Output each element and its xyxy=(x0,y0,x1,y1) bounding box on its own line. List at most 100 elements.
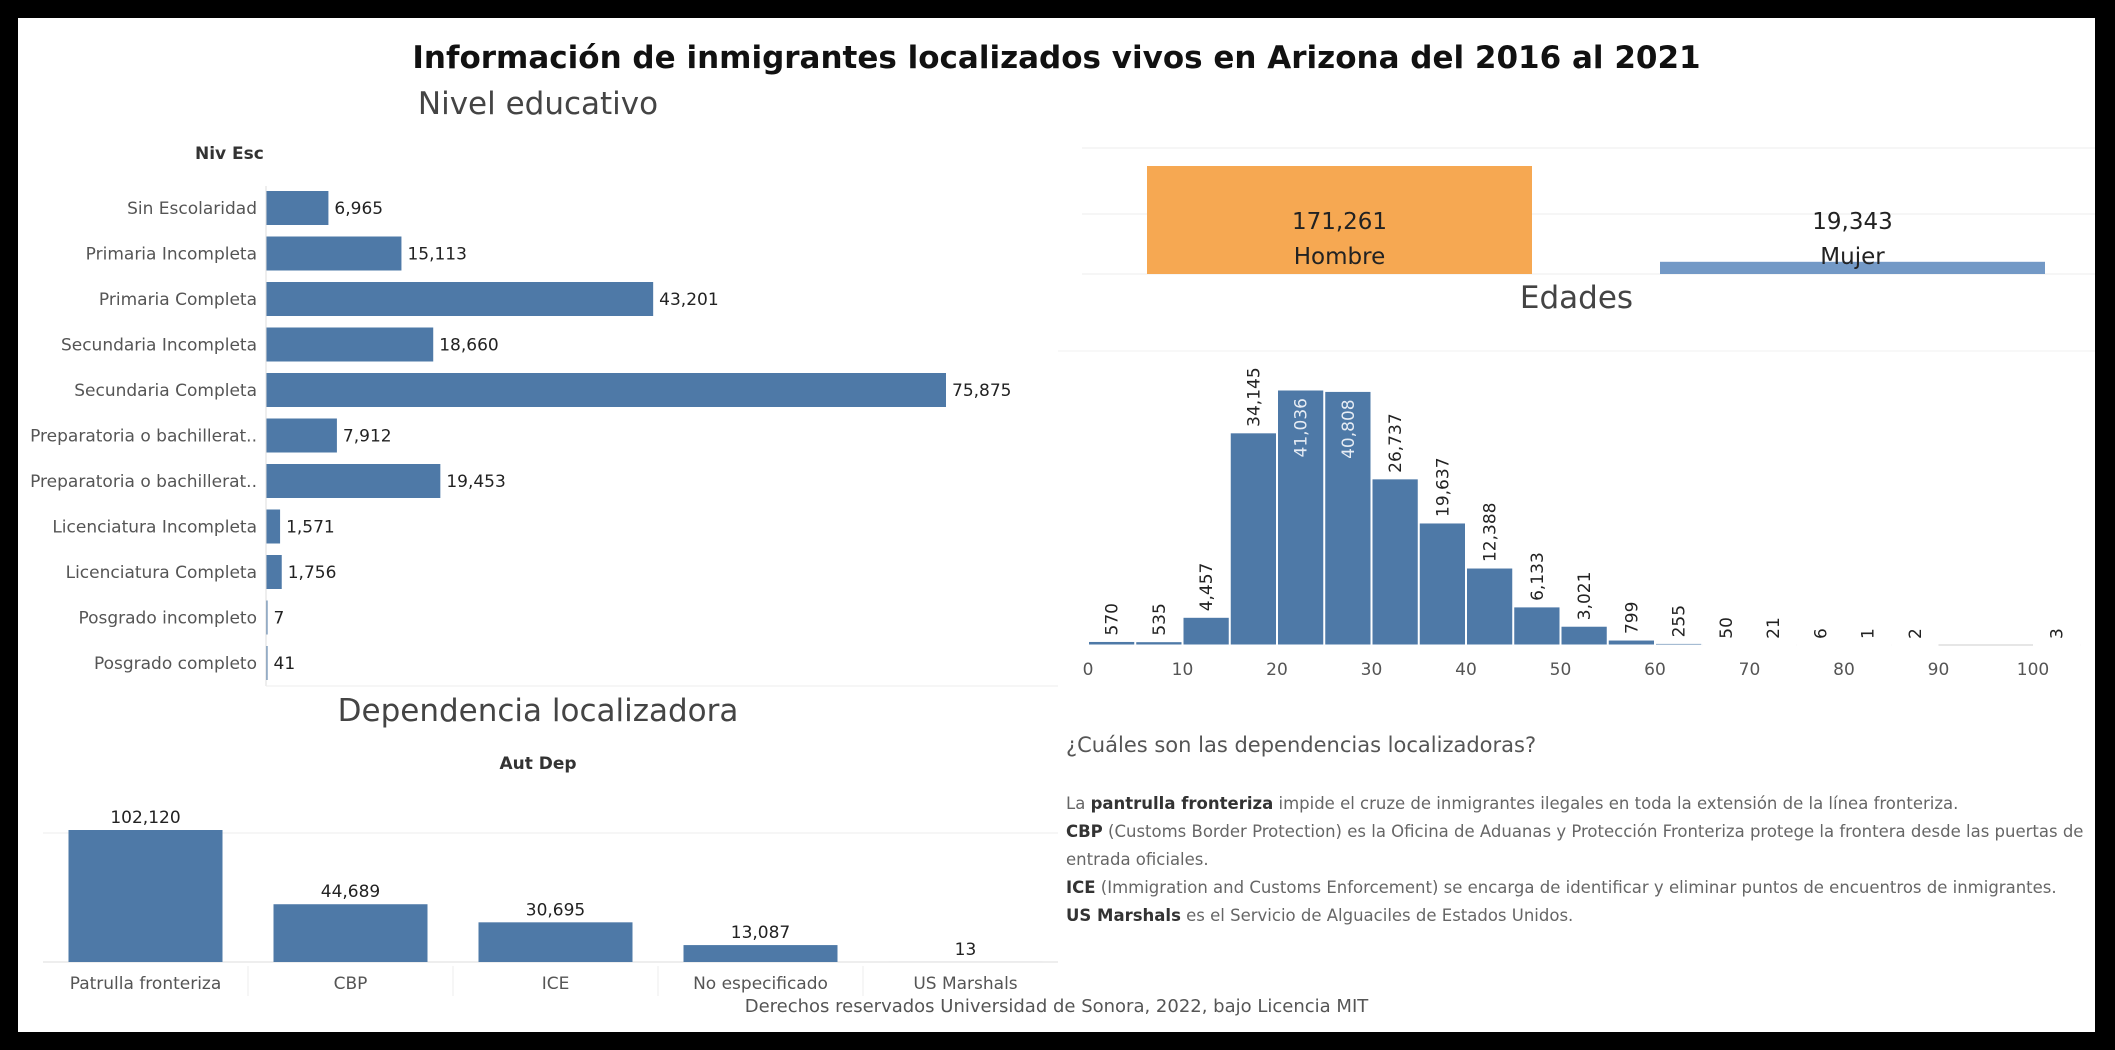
education-value-label: 1,756 xyxy=(288,563,337,583)
age-value-label: 34,145 xyxy=(1244,367,1264,426)
education-bar xyxy=(266,509,281,544)
education-bar-chart: Sin Escolaridad 6,965 Primaria Incompleta 1… xyxy=(30,186,1058,687)
info-term: US Marshals xyxy=(1066,906,1181,925)
agency-value-label: 102,120 xyxy=(110,808,180,828)
age-bar xyxy=(1655,642,1703,646)
age-value-label: 570 xyxy=(1103,603,1123,635)
age-tick-label: 100 xyxy=(2017,660,2049,680)
age-value-label: 535 xyxy=(1150,603,1170,635)
education-category-label: Sin Escolaridad xyxy=(127,199,257,219)
info-paragraph: ICE (Immigration and Customs Enforcement… xyxy=(1066,874,2086,902)
dashboard: Información de inmigrantes localizados v… xyxy=(18,18,2095,1032)
education-bar xyxy=(266,600,268,635)
age-bar xyxy=(1371,478,1419,646)
age-value-label: 2 xyxy=(1906,628,1926,639)
education-category-label: Preparatoria o bachillerat.. xyxy=(30,472,257,492)
gender-category-label: Hombre xyxy=(1294,244,1385,270)
education-value-label: 41 xyxy=(274,654,296,674)
age-value-label: 255 xyxy=(1670,605,1690,637)
age-value-label: 1 xyxy=(1859,628,1879,639)
age-bar xyxy=(1182,616,1230,646)
age-tick-label: 90 xyxy=(1928,660,1950,680)
education-category-label: Secundaria Completa xyxy=(74,381,257,401)
agency-bar xyxy=(273,904,428,962)
age-bar xyxy=(1607,639,1655,646)
info-paragraph: La pantrulla fronteriza impide el cruze … xyxy=(1066,790,2086,818)
age-bar xyxy=(1135,641,1183,646)
education-value-label: 6,965 xyxy=(334,199,383,219)
education-category-label: Posgrado completo xyxy=(94,654,257,674)
age-tick-label: 10 xyxy=(1172,660,1194,680)
agency-category-label: Patrulla fronteriza xyxy=(70,974,222,994)
age-tick-label: 20 xyxy=(1266,660,1288,680)
info-term: ICE xyxy=(1066,878,1096,897)
age-tick-label: 50 xyxy=(1550,660,1572,680)
agency-field-header: Aut Dep xyxy=(499,754,577,774)
gender-bar xyxy=(1147,166,1532,274)
agency-bar xyxy=(478,922,633,962)
education-value-label: 7,912 xyxy=(343,427,392,447)
age-bar xyxy=(1796,644,1844,646)
education-category-label: Primaria Completa xyxy=(99,290,257,310)
education-value-label: 43,201 xyxy=(659,290,718,310)
info-title: ¿Cuáles son las dependencias localizador… xyxy=(1066,733,1537,757)
info-paragraph: CBP (Customs Border Protection) es la Of… xyxy=(1066,818,2086,874)
agency-category-label: ICE xyxy=(542,974,570,994)
age-value-label: 50 xyxy=(1717,617,1737,639)
agency-category-label: No especificado xyxy=(693,974,828,994)
age-value-label: 6,133 xyxy=(1528,552,1548,601)
age-bar xyxy=(1324,390,1372,646)
education-bar xyxy=(266,646,268,680)
education-bar xyxy=(266,373,946,407)
age-tick-label: 40 xyxy=(1455,660,1477,680)
info-paragraph: US Marshals es el Servicio de Alguaciles… xyxy=(1066,902,2086,930)
age-tick-label: 30 xyxy=(1361,660,1383,680)
education-bar xyxy=(266,191,329,225)
age-value-label: 3 xyxy=(2048,628,2068,639)
gender-category-label: Mujer xyxy=(1820,244,1885,270)
age-value-label: 3,021 xyxy=(1575,572,1595,621)
gender-bar-chart: 171,261 Hombre 19,343 Mujer xyxy=(1082,147,2095,275)
education-bar xyxy=(266,555,282,589)
education-value-label: 7 xyxy=(274,609,285,629)
education-category-label: Licenciatura Completa xyxy=(66,563,257,583)
info-term: pantrulla fronteriza xyxy=(1090,794,1274,813)
gender-bar xyxy=(1660,261,2045,274)
info-body: La pantrulla fronteriza impide el cruze … xyxy=(1066,790,2086,930)
education-bar xyxy=(266,282,654,316)
age-bar xyxy=(1702,644,1750,646)
dashboard-title: Información de inmigrantes localizados v… xyxy=(412,40,1701,76)
age-bar xyxy=(1229,432,1277,646)
age-tick-label: 70 xyxy=(1739,660,1761,680)
age-value-label: 799 xyxy=(1622,602,1642,634)
age-bar xyxy=(1466,567,1514,646)
education-bar xyxy=(266,327,434,362)
education-bar xyxy=(266,464,441,498)
gender-value-label: 171,261 xyxy=(1292,209,1387,235)
education-value-label: 18,660 xyxy=(439,336,498,356)
age-bar xyxy=(1560,625,1608,646)
agency-bar xyxy=(68,830,223,962)
education-chart-title: Nivel educativo xyxy=(417,86,659,122)
info-text: (Customs Border Protection) es la Oficin… xyxy=(1066,822,2084,869)
education-field-header: Niv Esc xyxy=(195,144,264,164)
age-value-label: 40,808 xyxy=(1339,399,1359,458)
age-value-label: 41,036 xyxy=(1292,398,1312,457)
age-tick-label: 80 xyxy=(1833,660,1855,680)
age-value-label: 19,637 xyxy=(1433,457,1453,516)
age-bar xyxy=(1844,644,1892,646)
age-bar xyxy=(1088,640,1136,646)
age-value-label: 12,388 xyxy=(1481,503,1501,562)
age-bar xyxy=(1513,606,1561,646)
age-value-label: 26,737 xyxy=(1386,413,1406,472)
education-category-label: Preparatoria o bachillerat.. xyxy=(30,427,257,447)
age-bar xyxy=(1277,389,1325,646)
agency-category-label: CBP xyxy=(334,974,368,994)
agency-value-label: 44,689 xyxy=(321,882,380,902)
education-value-label: 75,875 xyxy=(952,381,1011,401)
education-category-label: Secundaria Incompleta xyxy=(61,336,257,356)
age-bar xyxy=(1891,644,1939,646)
age-tick-label: 60 xyxy=(1644,660,1666,680)
agency-value-label: 13 xyxy=(955,940,977,960)
info-text: es el Servicio de Alguaciles de Estados … xyxy=(1180,906,1574,925)
